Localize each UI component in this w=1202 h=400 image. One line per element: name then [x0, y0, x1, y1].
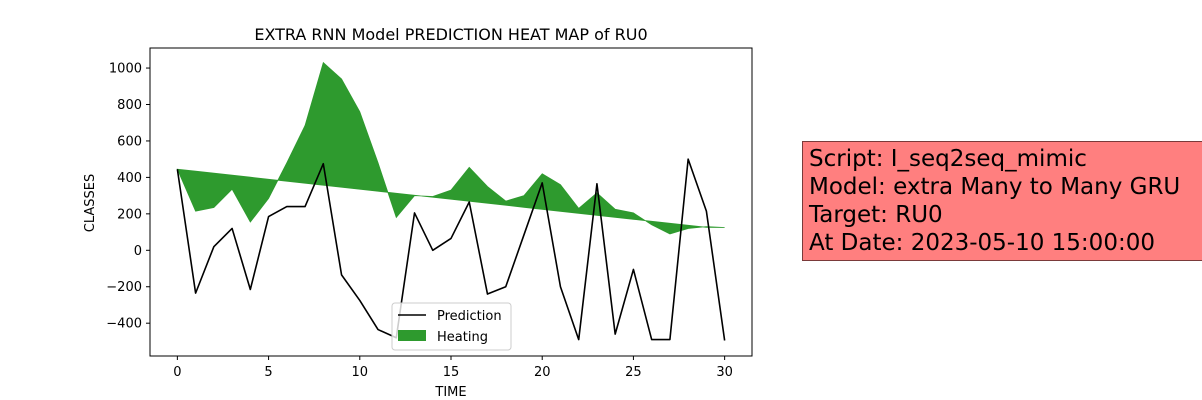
y-tick-label: 600 [117, 134, 142, 149]
x-tick-label: 30 [716, 365, 733, 380]
legend: Prediction Heating [391, 302, 512, 351]
info-box: Script: I_seq2seq_mimic Model: extra Man… [802, 141, 1202, 261]
prediction-line [176, 158, 726, 341]
x-axis: 0 5 10 15 20 25 30 [173, 356, 733, 380]
x-tick-label: 15 [443, 365, 460, 380]
x-tick-label: 10 [352, 365, 369, 380]
info-model: Model: extra Many to Many GRU [809, 174, 1181, 200]
chart-title: EXTRA RNN Model PREDICTION HEAT MAP of R… [254, 25, 647, 44]
y-tick-label: 1000 [109, 62, 142, 77]
x-tick-label: 0 [173, 365, 181, 380]
y-tick-label: 0 [134, 244, 142, 259]
y-axis-label: CLASSES [83, 174, 98, 232]
y-tick-label: −400 [106, 317, 142, 332]
x-tick-label: 25 [625, 365, 642, 380]
heating-area [176, 61, 725, 235]
x-tick-label: 20 [534, 365, 551, 380]
info-script: Script: I_seq2seq_mimic [809, 146, 1087, 172]
y-tick-label: 200 [117, 207, 142, 222]
legend-heating-swatch [398, 330, 426, 341]
legend-prediction-label: Prediction [437, 309, 502, 324]
info-date: At Date: 2023-05-10 15:00:00 [809, 230, 1155, 256]
y-axis: −400 −200 0 200 400 600 800 1000 [106, 62, 150, 332]
y-tick-label: −200 [106, 280, 142, 295]
legend-heating-label: Heating [437, 330, 488, 345]
info-target: Target: RU0 [809, 202, 943, 228]
y-tick-label: 400 [117, 171, 142, 186]
x-axis-label: TIME [434, 385, 466, 400]
y-tick-label: 800 [117, 98, 142, 113]
plot-area [176, 61, 726, 341]
x-tick-label: 5 [264, 365, 272, 380]
